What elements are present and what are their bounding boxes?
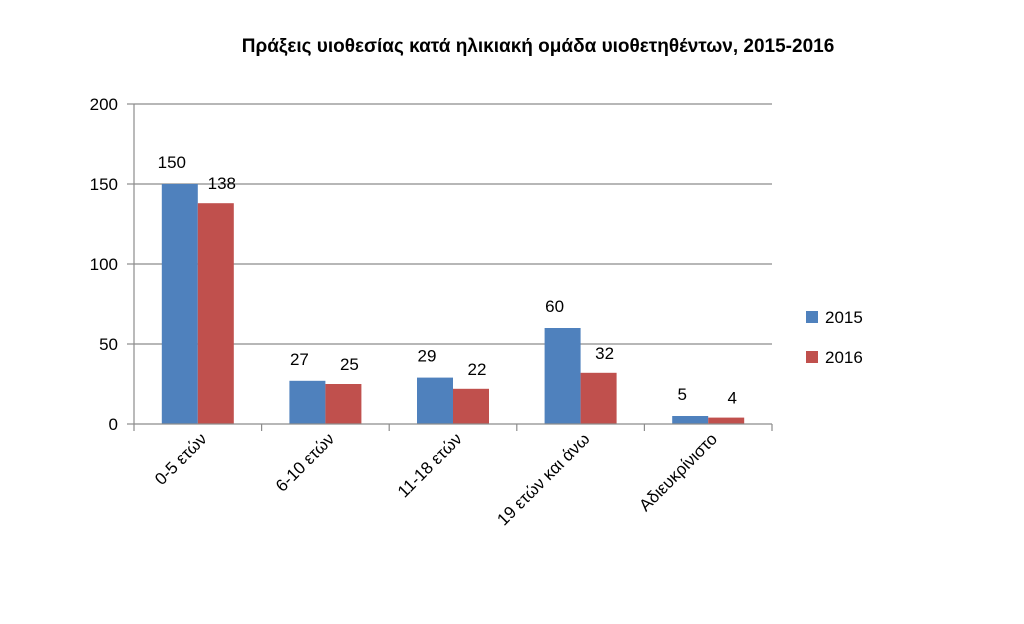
data-label: 5: [677, 385, 686, 404]
data-label: 22: [468, 360, 487, 379]
bar-2016-0: [197, 203, 234, 424]
y-tick-label: 200: [90, 95, 118, 114]
y-tick-label: 150: [90, 175, 118, 194]
bar-2015-0: [161, 184, 198, 424]
legend-swatch-2015: [806, 311, 818, 323]
bar-2015-4: [672, 416, 709, 424]
data-label: 32: [595, 344, 614, 363]
bar-2015-1: [289, 380, 326, 424]
legend-label: 2015: [825, 308, 863, 327]
bar-2016-2: [453, 388, 489, 424]
data-label: 29: [418, 347, 437, 366]
bar-2015-2: [417, 377, 453, 424]
bar-2016-4: [708, 417, 745, 424]
x-tick-label: 0-5 ετών: [151, 429, 210, 488]
bar-2016-3: [580, 372, 617, 424]
x-tick-label: 19 ετών και άνω: [493, 429, 593, 529]
bar-2015-3: [544, 328, 581, 424]
y-tick-label: 50: [99, 335, 118, 354]
bar-2016-1: [325, 384, 362, 424]
chart-title: Πράξεις υιοθεσίας κατά ηλικιακή ομάδα υι…: [241, 36, 835, 57]
data-label: 150: [158, 153, 186, 172]
y-tick-label: 100: [90, 255, 118, 274]
data-label: 138: [208, 174, 236, 193]
x-tick-label: Αδιευκρίνιστο: [635, 429, 721, 515]
legend-label: 2016: [825, 348, 863, 367]
data-label: 4: [727, 389, 736, 408]
data-label: 25: [340, 355, 359, 374]
legend-swatch-2016: [806, 351, 818, 363]
data-label: 60: [545, 297, 564, 316]
x-tick-label: 6-10 ετών: [272, 429, 338, 495]
data-label: 27: [290, 350, 309, 369]
x-tick-label: 11-18 ετών: [394, 429, 466, 501]
y-tick-label: 0: [109, 415, 118, 434]
